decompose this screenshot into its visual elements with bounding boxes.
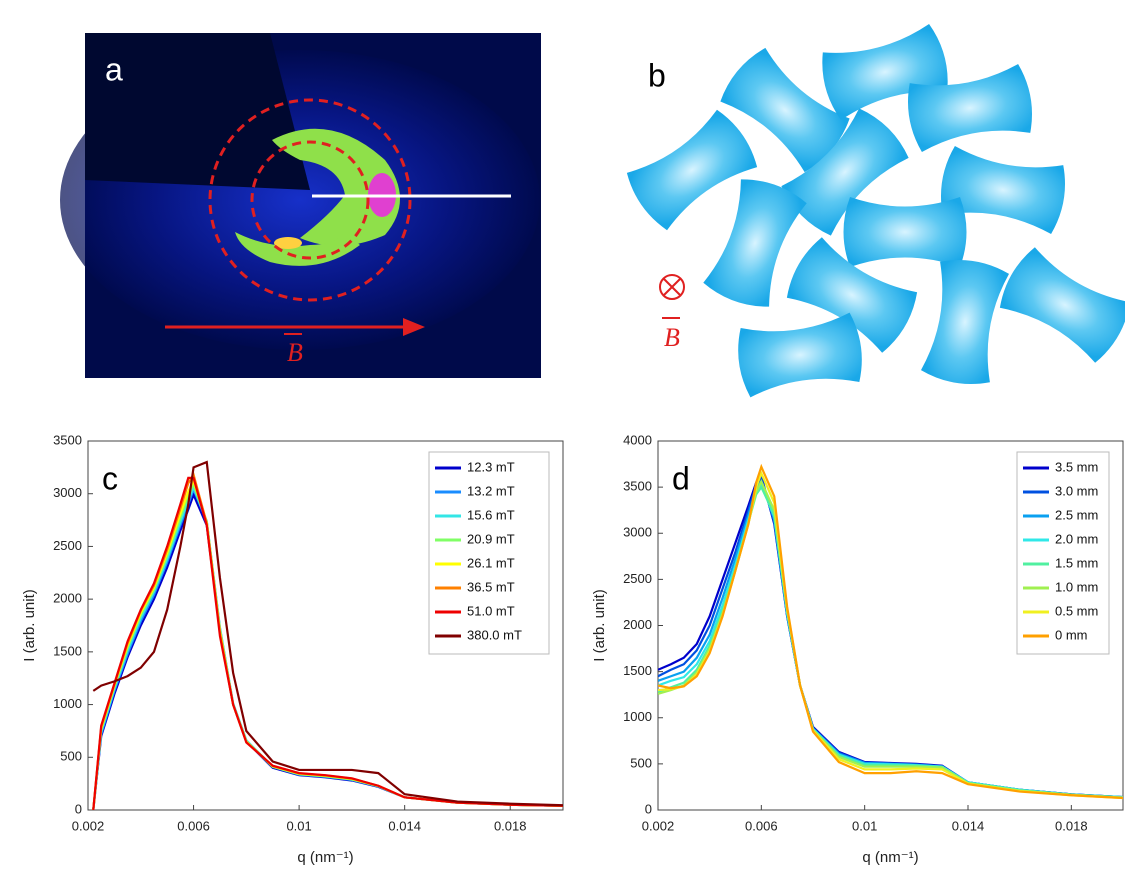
legend-label: 15.6 mT (467, 507, 515, 522)
legend-box (1016, 451, 1110, 655)
panel-label: d (672, 460, 690, 496)
legend-label: 12.3 mT (467, 459, 515, 474)
y-tick-label: 2500 (623, 571, 652, 586)
particle (843, 197, 967, 267)
scatter-peak (274, 237, 302, 249)
field-symbol: B (287, 338, 303, 367)
legend-label: 3.0 mm (1055, 483, 1098, 498)
outer-circle (208, 98, 412, 302)
panel-label: a (105, 51, 123, 87)
x-tick-label: 0.002 (642, 818, 675, 833)
legend-label: 51.0 mT (467, 603, 515, 618)
scatter-ring (235, 232, 360, 266)
x-tick-label: 0.018 (494, 818, 527, 833)
y-tick-label: 1000 (623, 709, 652, 724)
panel-a: a B (60, 33, 541, 378)
y-tick-label: 0 (75, 801, 82, 816)
y-tick-label: 2000 (53, 591, 82, 606)
legend-label: 26.1 mT (467, 555, 515, 570)
panel-label: c (102, 460, 118, 496)
y-tick-label: 3000 (623, 525, 652, 540)
legend-label: 2.0 mm (1055, 531, 1098, 546)
x-tick-label: 0.014 (388, 818, 421, 833)
panel-b: b B (621, 22, 1125, 399)
y-tick-label: 1500 (53, 643, 82, 658)
legend-label: 36.5 mT (467, 579, 515, 594)
legend-box (428, 451, 550, 655)
y-tick-label: 0 (645, 801, 652, 816)
x-tick-label: 0.006 (177, 818, 210, 833)
x-tick-label: 0.018 (1055, 818, 1088, 833)
x-tick-label: 0.002 (72, 818, 105, 833)
x-tick-label: 0.014 (952, 818, 985, 833)
x-axis-label: q (nm⁻¹) (862, 849, 918, 866)
legend-label: 1.0 mm (1055, 579, 1098, 594)
series-line (92, 476, 563, 810)
y-tick-label: 1500 (623, 663, 652, 678)
legend-label: 1.5 mm (1055, 555, 1098, 570)
legend-label: 2.5 mm (1055, 507, 1098, 522)
field-symbol: B (664, 323, 680, 352)
x-axis-label: q (nm⁻¹) (297, 849, 353, 866)
x-tick-label: 0.01 (852, 818, 877, 833)
legend-label: 380.0 mT (467, 627, 522, 642)
legend-label: 13.2 mT (467, 483, 515, 498)
y-tick-label: 3500 (53, 432, 82, 447)
y-tick-label: 3500 (623, 479, 652, 494)
series-line (658, 463, 1123, 800)
legend-label: 3.5 mm (1055, 459, 1098, 474)
y-axis-label: I (arb. unit) (591, 589, 608, 662)
y-tick-label: 4000 (623, 432, 652, 447)
particle (919, 255, 1011, 389)
particle (734, 311, 866, 399)
scatter-ring (272, 128, 400, 246)
particle (994, 243, 1125, 367)
y-tick-label: 500 (60, 749, 82, 764)
legend-label: 0.5 mm (1055, 603, 1098, 618)
legend-label: 20.9 mT (467, 531, 515, 546)
y-tick-label: 3000 (53, 485, 82, 500)
y-tick-label: 2000 (623, 617, 652, 632)
y-tick-label: 1000 (53, 696, 82, 711)
beamstop-shadow (85, 33, 310, 190)
y-tick-label: 2500 (53, 538, 82, 553)
x-tick-label: 0.01 (286, 818, 311, 833)
y-tick-label: 500 (630, 755, 652, 770)
series-line (92, 460, 563, 807)
into-page-symbol (659, 274, 685, 300)
inner-circle (250, 140, 370, 260)
legend-label: 0 mm (1055, 627, 1088, 642)
panel-label: b (648, 57, 666, 93)
arrow-head (403, 318, 425, 336)
x-tick-label: 0.006 (745, 818, 778, 833)
y-axis-label: I (arb. unit) (21, 589, 38, 662)
